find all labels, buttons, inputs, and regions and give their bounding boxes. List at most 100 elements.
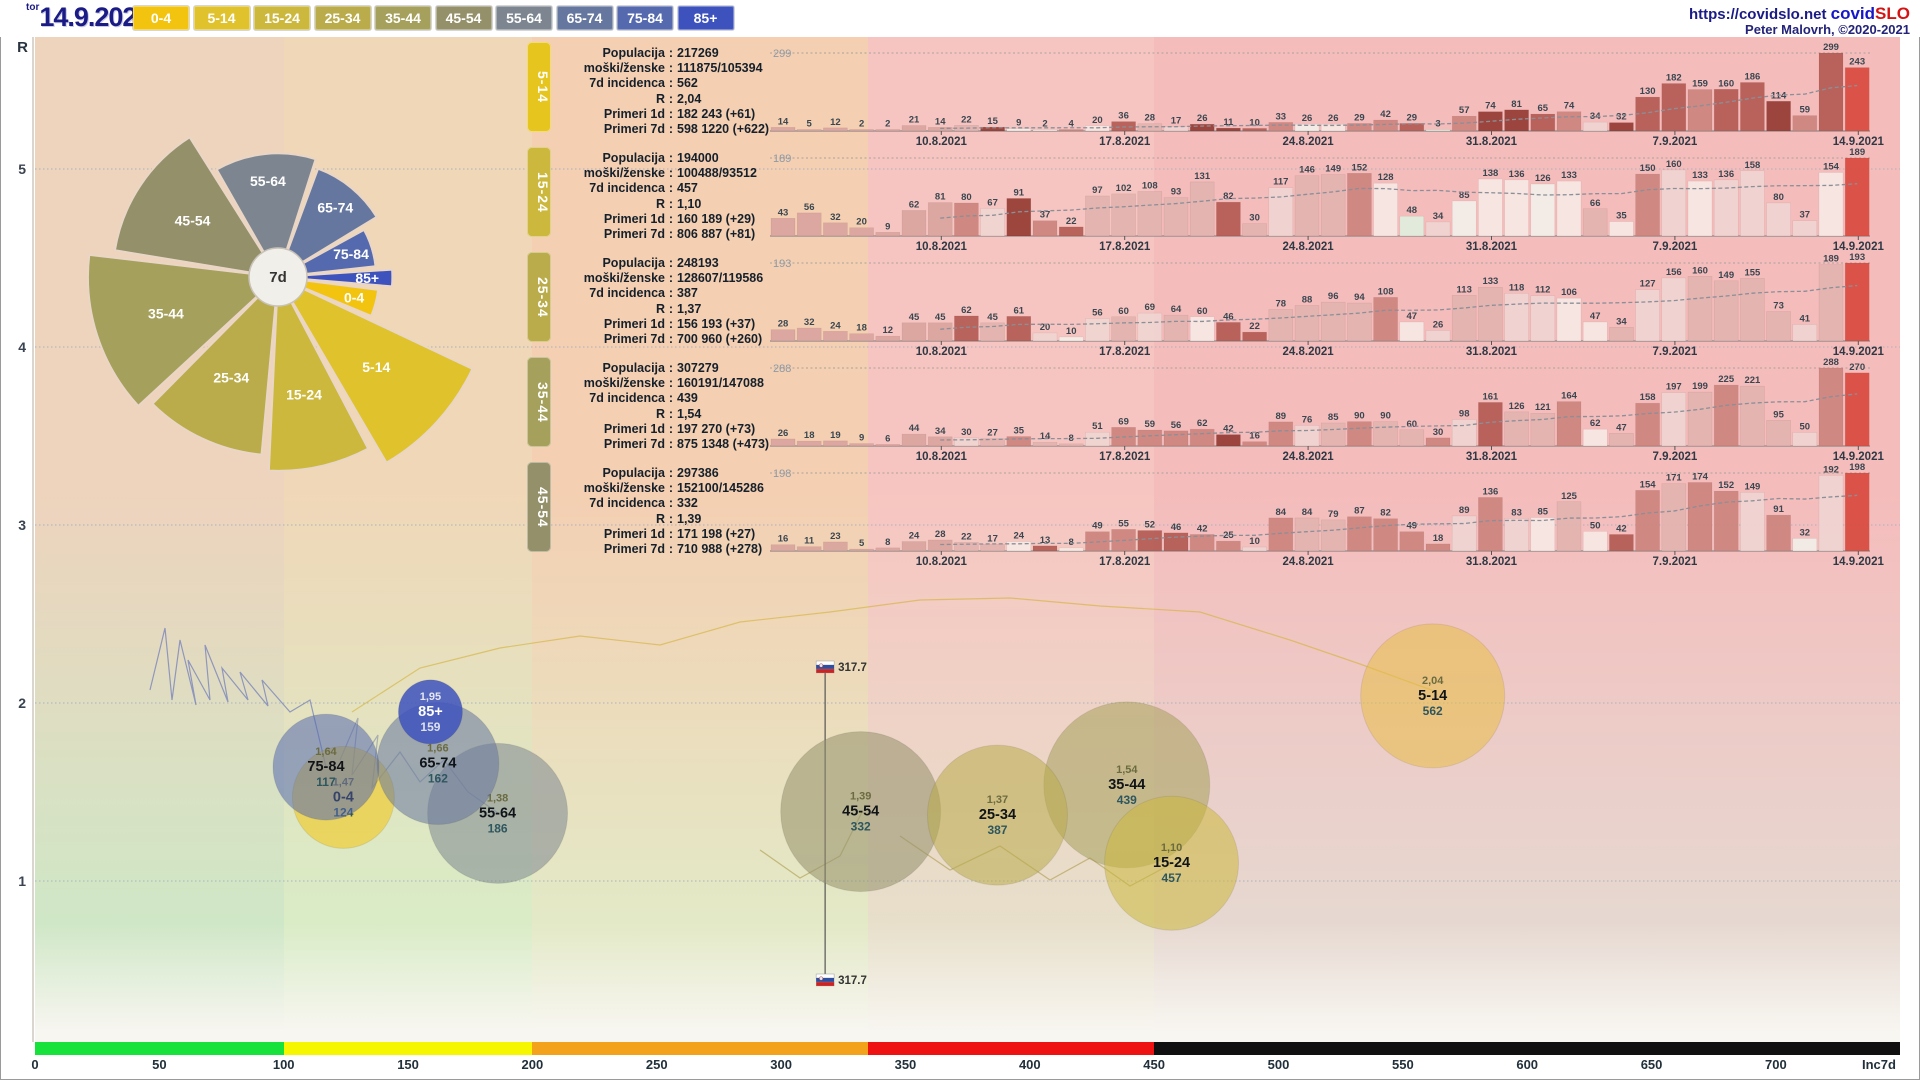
stat-colon: : [668,511,674,526]
bar-35-44-36 [1713,384,1739,447]
date-block: tor14.9.2021 [26,2,151,33]
bar-25-34-39 [1792,324,1818,342]
rose-wedge-15-24[interactable] [267,273,370,472]
date-label: 17.8.2021 [1099,136,1151,145]
stat-row-7d incidenca: 7d incidenca:332 [557,496,775,511]
bar-45-54-24 [1399,531,1425,552]
panel-tab-15-24[interactable]: 15-24 [527,147,551,237]
bar-45-54-11 [1058,547,1084,552]
bar-15-24-28 [1504,179,1529,237]
bubble-incidence-value: 439 [1117,793,1137,807]
panel-tab-35-44[interactable]: 35-44 [527,357,551,447]
bar-value: 45 [909,312,920,323]
bar-value: 85 [1328,412,1339,423]
bar-35-44-38 [1766,420,1791,447]
axis-tick-250: 250 [645,1057,668,1072]
rose-wedge-85+[interactable] [277,268,394,288]
moving-average-line [940,183,1858,219]
bar-value: 91 [1773,504,1784,515]
bar-value: 102 [1116,183,1132,194]
bar-value: 18 [804,430,815,441]
bar-25-34-30 [1556,297,1582,342]
date-label: 14.9.2021 [1833,451,1885,460]
stat-value: 297386 [677,466,719,480]
bar-25-34-9 [1006,316,1032,342]
legend-button-35-44[interactable]: 35-44 [375,6,431,30]
rose-wedge-45-54[interactable] [113,135,281,279]
bar-value: 22 [1249,321,1260,332]
rose-wedge-55-64[interactable] [215,152,317,280]
date-label: 10.8.2021 [916,451,968,460]
bar-value: 108 [1142,180,1158,191]
bar-value: 81 [1511,99,1522,110]
stat-label: R [655,196,665,211]
bubble-group-label: 15-24 [1153,855,1190,871]
legend-button-45-54[interactable]: 45-54 [435,6,492,30]
stat-label: Populacija [602,46,665,60]
bubble-85+[interactable] [397,679,463,745]
bubble-15-24[interactable] [1104,795,1240,931]
panel-tab-5-14[interactable]: 5-14 [527,42,551,132]
bar-5-14-10 [1032,129,1058,132]
bar-value: 84 [1276,507,1287,518]
stat-value: 439 [677,391,698,406]
legend-button-75-84[interactable]: 75-84 [617,6,673,30]
bubble-incidence-value: 159 [420,720,440,734]
bar-25-34-6 [927,322,953,342]
site-url[interactable]: https://covidslo.net [1688,6,1827,23]
bubble-5-14[interactable] [1360,623,1506,769]
bar-45-54-5 [901,541,927,552]
panel-tab-25-34[interactable]: 25-34 [527,252,551,342]
bar-5-14-40 [1818,52,1844,132]
bar-35-44-0 [770,438,796,447]
stat-colon: : [668,61,674,76]
rose-wedge-5-14[interactable] [275,274,474,465]
legend-button-25-34[interactable]: 25-34 [314,6,371,30]
bar-35-44-32 [1609,433,1634,447]
bar-value: 20 [1040,322,1051,333]
legend-button-55-64[interactable]: 55-64 [496,6,552,30]
stat-colon: : [668,211,674,226]
stat-label: Primeri 7d [603,122,665,137]
bar-value: 22 [961,531,972,542]
bar-value: 47 [1407,311,1418,322]
stat-value: 160 189 (+29) [677,211,756,226]
bar-5-14-20 [1294,123,1320,132]
bar-value: 155 [1744,267,1761,278]
stats-panel-25-34: 25-34 Populacija:248193 moški/ženske:12860… [525,250,777,346]
bubble-75-84[interactable] [272,713,380,821]
bar-35-44-34 [1661,392,1687,447]
legend-button-65-74[interactable]: 65-74 [556,6,613,30]
stat-row-7d incidenca: 7d incidenca:457 [557,181,775,196]
bar-value: 193 [1849,252,1865,263]
bubble-group-label: 75-84 [307,759,344,775]
bar-value: 174 [1692,471,1709,482]
bar-value: 78 [1276,298,1287,309]
bar-value: 29 [1407,112,1418,123]
date-label: 7.9.2021 [1653,556,1698,565]
bar-value: 20 [1092,115,1103,126]
bar-15-24-17 [1216,201,1241,237]
bar-value: 24 [830,320,841,331]
bar-45-54-34 [1661,483,1687,552]
bubble-25-34[interactable] [926,744,1068,886]
bar-45-54-17 [1216,540,1241,552]
legend-button-85+[interactable]: 85+ [677,6,734,30]
stat-label: R [655,301,665,316]
stat-colon: : [668,361,674,375]
axis-tick-650: 650 [1640,1057,1663,1072]
rose-wedge-65-74[interactable] [276,167,379,280]
rose-wedge-35-44[interactable] [86,253,281,408]
bar-5-14-30 [1556,111,1582,132]
bar-value: 152 [1718,480,1734,491]
bar-15-24-16 [1189,181,1215,237]
legend-button-0-4[interactable]: 0-4 [133,6,189,30]
ymax-label: 288 [773,363,791,375]
legend-button-5-14[interactable]: 5-14 [193,6,250,30]
axis-tick-700: 700 [1765,1057,1787,1072]
rose-wedge-25-34[interactable] [151,274,280,456]
panel-tab-45-54[interactable]: 45-54 [527,462,551,552]
legend-button-15-24[interactable]: 15-24 [254,6,310,30]
stat-label: Primeri 7d [603,437,665,452]
